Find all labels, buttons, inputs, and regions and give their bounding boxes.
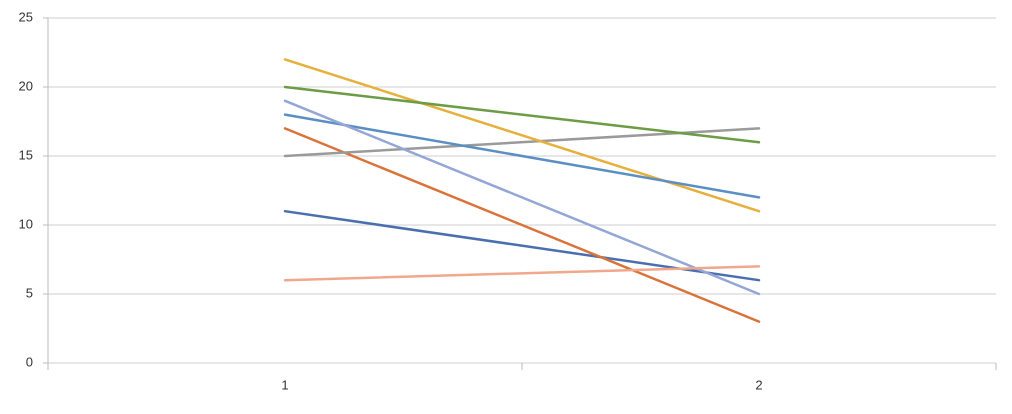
y-tick-label: 20 xyxy=(19,78,33,93)
series-line xyxy=(283,265,761,282)
y-tick-label: 0 xyxy=(26,354,33,369)
y-tick-label: 25 xyxy=(19,9,33,24)
y-tick-label: 10 xyxy=(19,216,33,231)
series-line xyxy=(283,85,761,144)
series-line xyxy=(283,127,761,158)
series-line xyxy=(283,99,761,296)
series-line xyxy=(283,209,761,282)
series-line xyxy=(283,113,761,199)
x-tick-label: 2 xyxy=(755,377,762,392)
x-tick-label: 1 xyxy=(281,377,288,392)
series-line xyxy=(283,127,761,323)
y-tick-label: 5 xyxy=(26,285,33,300)
series-line xyxy=(283,58,761,213)
y-tick-label: 15 xyxy=(19,147,33,162)
